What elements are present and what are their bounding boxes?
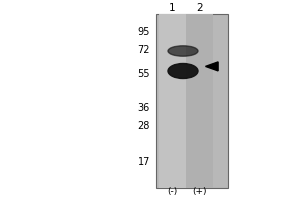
- Text: (+): (+): [192, 187, 207, 196]
- Ellipse shape: [168, 64, 198, 78]
- Text: (-): (-): [167, 187, 178, 196]
- Text: 72: 72: [137, 45, 150, 55]
- Ellipse shape: [168, 46, 198, 56]
- Text: 17: 17: [138, 157, 150, 167]
- Bar: [159, 14, 186, 188]
- Text: 55: 55: [137, 69, 150, 79]
- Text: 36: 36: [138, 103, 150, 113]
- Polygon shape: [206, 62, 218, 71]
- Text: 2: 2: [196, 3, 203, 13]
- Text: 28: 28: [138, 121, 150, 131]
- Text: 1: 1: [169, 3, 176, 13]
- Text: 95: 95: [138, 27, 150, 37]
- Bar: [186, 14, 213, 188]
- Bar: [156, 14, 228, 188]
